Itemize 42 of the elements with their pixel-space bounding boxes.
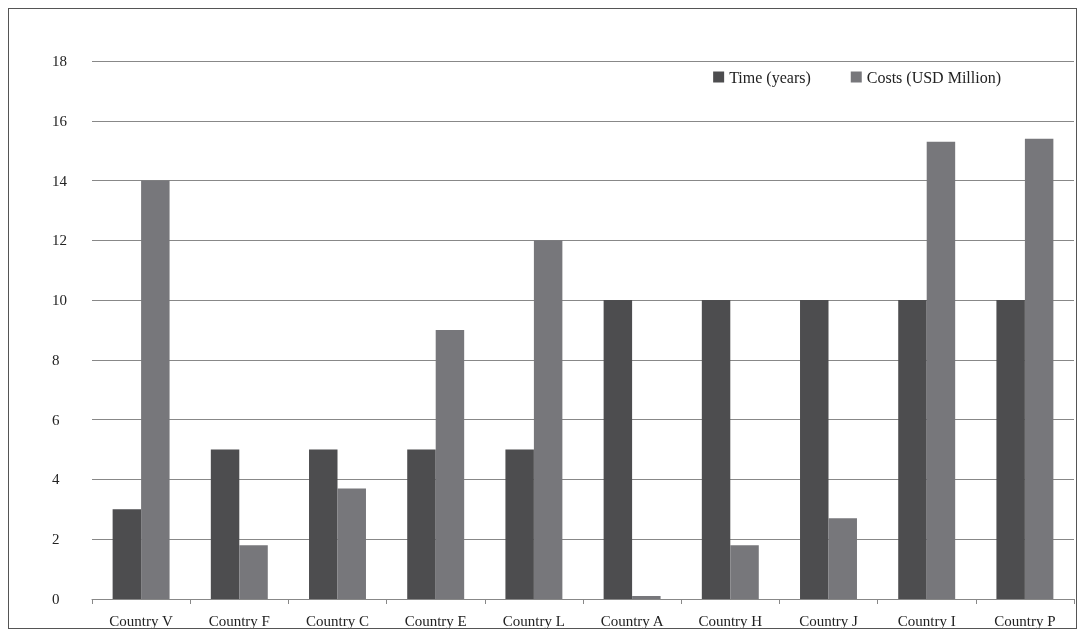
bar [828,518,857,599]
bar [309,449,338,599]
bar [141,180,170,599]
bar [210,449,240,599]
x-tick-label: Country A [600,612,664,629]
x-tick-label: Country C [306,612,369,629]
y-tick-label: 16 [52,112,68,129]
x-tick-label: Country I [897,612,956,629]
y-tick-label: 0 [52,591,60,607]
x-tick-label: Country E [404,612,467,629]
x-tick-label: Country V [109,612,173,629]
bar [435,330,465,599]
bar [533,240,563,599]
x-tick-label: Country H [698,612,763,629]
legend-label: Time (years) [729,68,811,87]
y-tick-label: 8 [52,351,60,368]
bar [239,545,268,599]
x-tick-label: Country P [994,612,1056,629]
bar [800,300,829,599]
x-tick-label: Country J [799,612,859,629]
x-tick-label: Country L [502,612,565,629]
bar [730,545,759,599]
y-tick-label: 18 [52,53,67,69]
bar [632,596,661,599]
bar [407,449,436,599]
bar [898,300,927,599]
legend-label: Costs (USD Million) [866,68,1002,87]
bar [1024,138,1054,599]
bar [603,300,633,599]
y-tick-label: 2 [52,531,60,548]
y-tick-label: 12 [52,232,67,249]
bar [337,488,366,599]
y-tick-label: 6 [52,411,60,428]
y-tick-label: 4 [52,471,60,488]
bar [112,509,142,599]
bar [926,141,956,599]
x-tick-label: Country F [208,612,270,629]
y-tick-label: 10 [52,292,67,309]
bar [505,449,534,599]
bar [996,300,1025,599]
y-tick-label: 14 [52,172,68,189]
bar [701,300,731,599]
